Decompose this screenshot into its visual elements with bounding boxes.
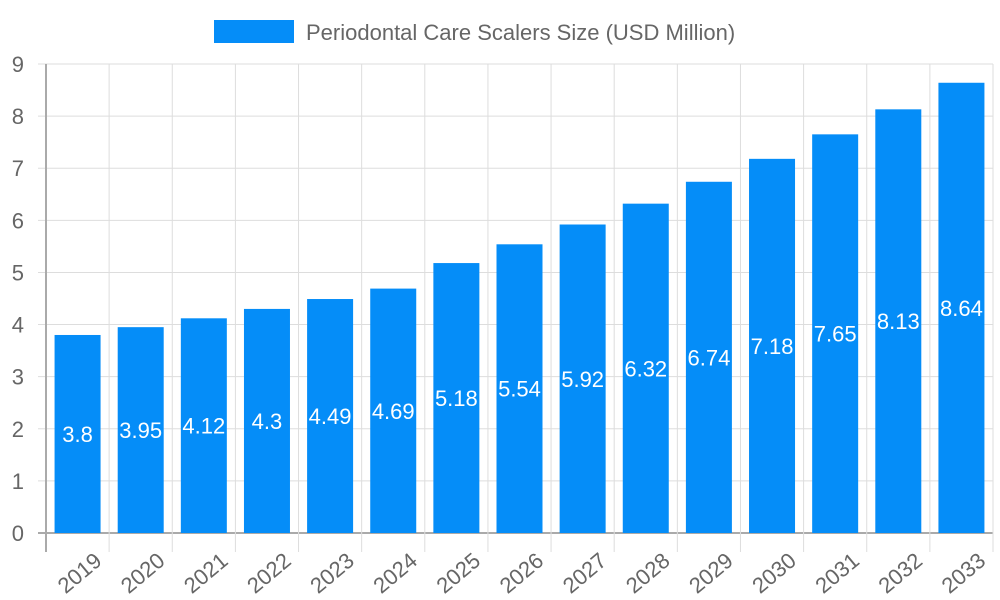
x-tick-label: 2029 [684,548,738,599]
y-tick-label: 6 [12,208,24,233]
x-tick-label: 2031 [810,548,864,599]
x-tick-label: 2033 [937,548,991,599]
x-tick-label: 2028 [621,548,675,599]
y-tick-label: 9 [12,52,24,77]
bar [243,308,290,533]
bar [685,181,732,533]
x-tick-label: 2023 [305,548,359,599]
y-tick-label: 2 [12,417,24,442]
data-label: 5.18 [435,386,478,411]
bar [117,327,164,533]
data-labels: 3.8 3.95 4.12 4.3 4.49 4.69 5.18 5.54 5.92 6.32 6.… [62,296,983,447]
data-label: 4.3 [252,409,283,434]
data-label: 8.64 [940,296,983,321]
bar [559,224,606,533]
data-label: 7.18 [751,334,794,359]
bar [622,203,669,533]
x-tick-label: 2026 [495,548,549,599]
grid [38,63,994,552]
x-tick-label: 2021 [179,548,233,599]
x-tick-label: 2032 [874,548,928,599]
y-tick-label: 1 [12,469,24,494]
bar [496,244,543,533]
x-tick-label: 2025 [432,548,486,599]
y-tick-label: 5 [12,260,24,285]
data-label: 5.54 [498,377,541,402]
data-label: 8.13 [877,309,920,334]
bar [433,263,480,533]
legend-swatch [214,20,294,43]
bar [749,158,796,533]
bar [938,82,985,533]
x-tick-label: 2019 [53,548,107,599]
x-tick-label: 2030 [747,548,801,599]
y-tick-label: 4 [12,313,24,338]
bar [307,299,354,533]
data-label: 7.65 [814,322,857,347]
bars [54,82,985,533]
y-tick-label: 3 [12,365,24,390]
y-tick-label: 8 [12,104,24,129]
y-tick-label: 7 [12,156,24,181]
legend-label: Periodontal Care Scalers Size (USD Milli… [306,20,735,45]
bar [875,109,922,533]
x-tick-label: 2020 [116,548,170,599]
bar [180,318,227,533]
x-tick-label: 2024 [368,548,422,599]
legend[interactable]: Periodontal Care Scalers Size (USD Milli… [214,20,735,45]
x-tick-label: 2022 [242,548,296,599]
bar [54,334,101,533]
y-tick-label: 0 [12,521,24,546]
bar [812,134,859,533]
x-tick-label: 2027 [558,548,612,599]
data-label: 6.74 [687,345,730,370]
data-label: 5.92 [561,367,604,392]
data-label: 3.8 [62,422,93,447]
data-label: 6.32 [624,356,667,381]
data-label: 4.12 [182,414,225,439]
data-label: 4.69 [372,399,415,424]
bar [370,288,417,533]
data-label: 3.95 [119,418,162,443]
data-label: 4.49 [309,404,352,429]
